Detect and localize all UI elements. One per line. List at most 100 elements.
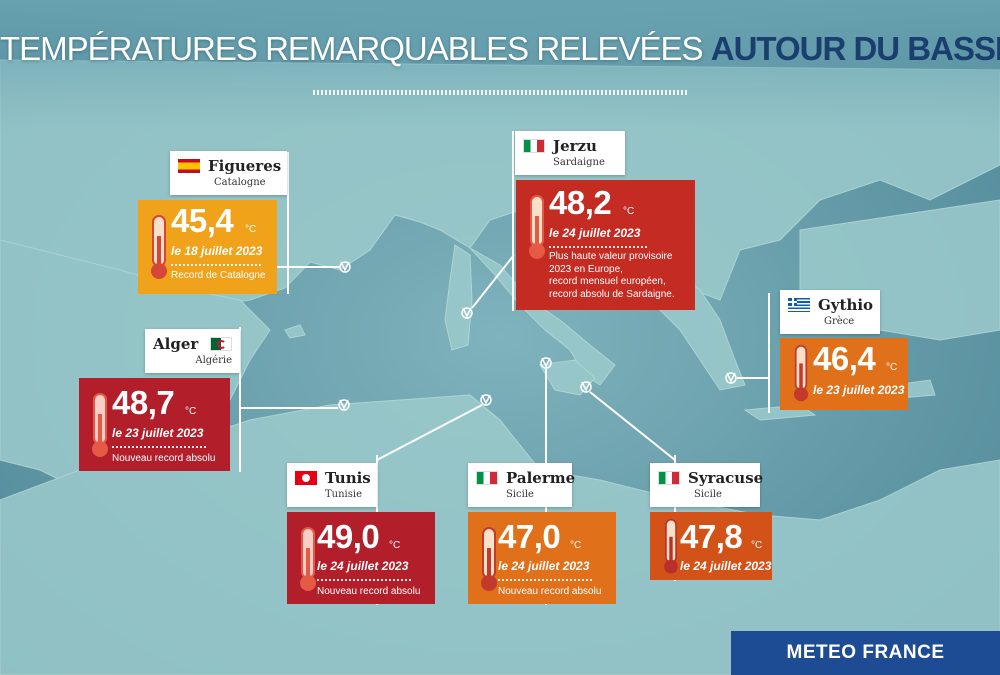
thermometer-icon <box>92 393 108 457</box>
thermometer-icon <box>481 527 497 591</box>
connector-lines <box>240 254 770 461</box>
station-region: Sardaigne <box>553 157 605 168</box>
temperature-value: 45,4 <box>171 202 234 239</box>
temp-card-syracuse: 47,8 °C le 24 juillet 2023 <box>650 512 772 580</box>
marker-tunis <box>480 394 492 406</box>
record-note: Nouveau record absolu <box>498 586 601 599</box>
station-label-figueres: Figueres Catalogne <box>170 151 287 195</box>
record-note-line: 2023 en Europe, <box>549 263 623 275</box>
thermometer-icon <box>300 527 316 591</box>
temp-card-figueres: 45,4 °C le 18 juillet 2023 Record de Cat… <box>138 200 277 294</box>
temp-card-jerzu: 48,2 °C le 24 juillet 2023 Plus haute va… <box>516 180 695 310</box>
temperature-value: 49,0 <box>317 518 380 555</box>
record-note-line: Record de Catalogne <box>171 270 266 281</box>
italy-flag-icon <box>476 471 498 485</box>
temperature-unit: °C <box>886 362 898 373</box>
record-date: le 24 juillet 2023 <box>680 559 772 573</box>
marker-syracuse <box>580 381 592 393</box>
record-note: Record de Catalogne <box>171 270 266 283</box>
balearics <box>284 324 306 339</box>
record-note: Nouveau record absolu <box>112 453 215 466</box>
greece-flag-icon <box>788 298 810 312</box>
station-city: Gythio <box>818 296 874 314</box>
title-divider <box>313 90 687 95</box>
temperature-value: 46,4 <box>813 340 876 377</box>
station-label-palerme: Palerme Sicile <box>468 463 576 507</box>
thermometer-icon <box>664 518 678 574</box>
record-date: le 23 juillet 2023 <box>112 426 204 440</box>
marker-jerzu <box>461 307 473 319</box>
thermometer-icon <box>793 344 809 402</box>
station-label-gythio: Gythio Grèce <box>780 290 880 334</box>
station-city: Palerme <box>506 469 576 487</box>
dotted-divider <box>549 246 649 248</box>
marker-palerme <box>540 357 552 369</box>
station-region: Catalogne <box>214 177 266 188</box>
temperature-unit: °C <box>185 406 197 417</box>
dotted-divider <box>171 264 261 266</box>
temperature-value: 48,7 <box>112 384 175 421</box>
thermometer-icon <box>529 195 545 259</box>
corsica-sardinia <box>444 244 473 351</box>
station-region: Algérie <box>195 355 232 366</box>
record-note: Nouveau record absolu <box>317 586 420 599</box>
record-note-line: record absolu de Sardaigne. <box>549 288 675 300</box>
temp-card-alger: 48,7 °C le 23 juillet 2023 Nouveau recor… <box>79 378 230 471</box>
record-date: le 24 juillet 2023 <box>498 559 590 573</box>
station-region: Sicile <box>694 489 722 500</box>
station-label-alger: Alger Algérie <box>145 329 240 373</box>
marker-alger <box>338 399 350 411</box>
record-date: le 23 juillet 2023 <box>813 383 905 397</box>
record-note-line: record mensuel européen, <box>549 276 666 287</box>
station-label-tunis: Tunis Tunisie <box>287 463 377 507</box>
connector-alger <box>239 327 241 472</box>
title-bold: AUTOUR DU BASSIN MÉDITERRANÉEN <box>710 30 1000 67</box>
record-note-line: Nouveau record absolu <box>112 453 216 464</box>
station-city: Syracuse <box>688 469 764 487</box>
italy-flag-icon <box>658 471 680 485</box>
dotted-divider <box>317 579 412 581</box>
temperature-unit: °C <box>623 206 635 217</box>
temperature-value: 48,2 <box>549 184 612 221</box>
italy-flag-icon <box>523 139 545 153</box>
temp-card-gythio: 46,4 °C le 23 juillet 2023 <box>780 338 908 410</box>
spain-flag-icon <box>178 159 200 173</box>
temperature-unit: °C <box>245 224 257 235</box>
connector-figueres <box>287 152 289 294</box>
tunisia-flag-icon <box>295 471 317 485</box>
connector-gythio <box>768 293 770 413</box>
meteo-france-logo: METEO FRANCE <box>731 631 1000 675</box>
station-region: Sicile <box>506 489 534 500</box>
record-note-line: Nouveau record absolu <box>317 586 421 597</box>
record-date: le 24 juillet 2023 <box>549 226 641 240</box>
station-city: Alger <box>153 335 199 353</box>
algeria-flag-icon <box>210 337 232 351</box>
station-label-syracuse: Syracuse Sicile <box>650 463 764 507</box>
temperature-unit: °C <box>751 540 763 551</box>
title-light: TEMPÉRATURES REMARQUABLES RELEVÉES <box>0 30 704 67</box>
temperature-value: 47,8 <box>680 518 743 555</box>
record-note-line: Plus haute valeur provisoire <box>549 251 673 262</box>
record-date: le 18 juillet 2023 <box>171 244 263 258</box>
page-title: TEMPÉRATURES REMARQUABLES RELEVÉES AUTOU… <box>0 30 1000 68</box>
station-label-jerzu: Jerzu Sardaigne <box>515 131 625 175</box>
temperature-unit: °C <box>389 540 401 551</box>
temperature-unit: °C <box>570 540 582 551</box>
station-city: Tunis <box>325 469 371 487</box>
station-city: Jerzu <box>553 137 597 155</box>
station-region: Tunisie <box>325 489 362 500</box>
dotted-divider <box>498 579 593 581</box>
thermometer-icon <box>151 215 167 279</box>
record-note-line: Nouveau record absolu <box>498 586 602 597</box>
marker-gythio <box>725 372 737 384</box>
station-region: Grèce <box>824 316 855 327</box>
connector-jerzu <box>512 131 514 311</box>
temp-card-palerme: 47,0 °C le 24 juillet 2023 Nouveau recor… <box>468 512 616 604</box>
record-note: Plus haute valeur provisoire 2023 en Eur… <box>549 251 675 301</box>
temp-card-tunis: 49,0 °C le 24 juillet 2023 Nouveau recor… <box>287 512 435 604</box>
record-date: le 24 juillet 2023 <box>317 559 409 573</box>
dotted-divider <box>112 446 207 448</box>
location-markers <box>338 261 737 411</box>
temperature-value: 47,0 <box>498 518 561 555</box>
